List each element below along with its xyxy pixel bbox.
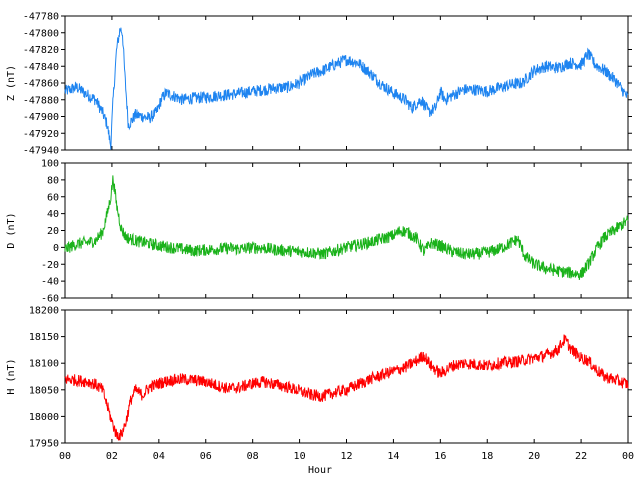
- y-tick-label-h: 18150: [29, 332, 59, 343]
- series-line-z: [64, 27, 629, 150]
- y-tick-label-d: -40: [41, 277, 59, 288]
- y-tick-label-z: -47860: [23, 79, 59, 90]
- x-tick-label: 16: [434, 451, 446, 462]
- z-component-panel: -47780 -47800 -47820 -47840 -47860 -47880 -479…: [6, 12, 632, 157]
- y-tick-label-z: -47920: [23, 129, 59, 140]
- plot-frame-h: [64, 309, 629, 444]
- y-tick-label-z: -47780: [23, 12, 59, 23]
- x-tick-label: 20: [528, 451, 540, 462]
- d-component-panel: 100 80 60 40 20 0 -20 -40 -60 D (nT): [6, 159, 632, 305]
- plot-frame-z: [64, 15, 629, 151]
- x-tick-label: 10: [294, 451, 306, 462]
- x-tick-label: 14: [387, 451, 399, 462]
- x-tick-label: 06: [200, 451, 212, 462]
- x-tick-label: 00: [622, 451, 634, 462]
- y-tick-label-z: -47880: [23, 95, 59, 106]
- y-tick-label-d: 20: [47, 226, 59, 237]
- y-tick-label-z: -47840: [23, 62, 59, 73]
- y-tick-label-d: 100: [41, 159, 59, 170]
- y-tick-label-h: 18000: [29, 412, 59, 423]
- x-tick-label: 12: [340, 451, 352, 462]
- y-tick-label-d: 80: [47, 175, 59, 186]
- y-axis-label-h: H (nT): [6, 358, 17, 394]
- y-tick-label-h: 17950: [29, 439, 59, 450]
- y-axis-label-d: D (nT): [6, 212, 17, 248]
- y-tick-label-h: 18200: [29, 306, 59, 317]
- y-tick-label-d: -20: [41, 260, 59, 271]
- y-tick-label-h: 18100: [29, 359, 59, 370]
- x-axis-label: Hour: [308, 465, 332, 476]
- y-tick-label-h: 18050: [29, 385, 59, 396]
- y-axis-label-z: Z (nT): [6, 65, 17, 101]
- y-tick-label-z: -47900: [23, 112, 59, 123]
- series-line-h: [64, 334, 629, 441]
- y-tick-label-z: -47820: [23, 45, 59, 56]
- x-tick-label: 02: [106, 451, 118, 462]
- plot-frame-d: [64, 162, 629, 299]
- y-tick-label-d: -60: [41, 294, 59, 305]
- y-tick-label-z: -47800: [23, 28, 59, 39]
- y-tick-label-z: -47940: [23, 146, 59, 157]
- x-tick-label: 04: [153, 451, 165, 462]
- hour-x-axis: 00 02 04 06 08 10 12 14 16 18 20 22 00: [59, 451, 634, 462]
- series-line-d: [64, 175, 629, 280]
- y-tick-label-d: 0: [53, 243, 59, 254]
- h-component-panel: 18200 18150 18100 18050 18000 17950 H (nT): [6, 306, 632, 450]
- y-tick-label-d: 60: [47, 192, 59, 203]
- x-tick-label: 00: [59, 451, 71, 462]
- y-tick-label-d: 40: [47, 209, 59, 220]
- x-tick-label: 18: [481, 451, 493, 462]
- x-tick-label: 08: [247, 451, 259, 462]
- x-tick-label: 22: [575, 451, 587, 462]
